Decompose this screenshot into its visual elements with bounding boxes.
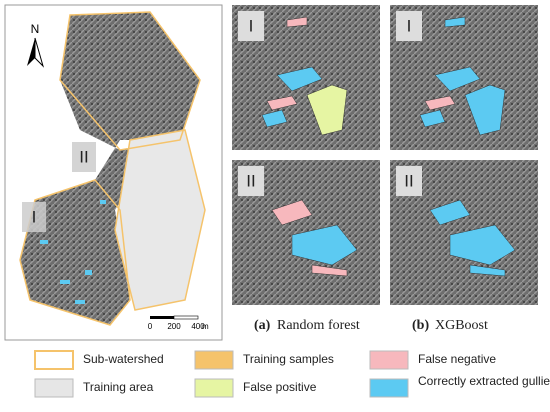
gully <box>449 224 516 266</box>
scale-tick-label: 400 <box>191 322 205 331</box>
legend-swatch <box>194 378 234 398</box>
gully <box>311 264 348 277</box>
gully <box>444 16 466 28</box>
panel-label-box <box>396 11 422 41</box>
panel-label: II <box>404 171 413 190</box>
scale-bar <box>173 315 199 320</box>
scale-tick-label: 0 <box>148 322 153 331</box>
north-arrow <box>27 38 35 66</box>
panel-label-box <box>238 11 264 41</box>
legend-label: Training samples <box>243 352 334 366</box>
terrain <box>20 12 200 325</box>
gully <box>419 109 446 128</box>
gullies <box>40 200 106 304</box>
gully <box>469 264 506 277</box>
legend-swatch <box>369 378 409 398</box>
caption-letter: (b) <box>412 318 429 333</box>
legend-label: Sub-watershed <box>83 352 164 366</box>
scale-tick-label: 200 <box>167 322 181 331</box>
panel-label-box <box>238 166 264 196</box>
legend-label: Correctly extracted gullies <box>418 374 550 388</box>
zoom-box <box>72 142 96 172</box>
zoom-box <box>22 202 46 232</box>
gully <box>261 109 288 128</box>
legend-swatch <box>194 350 234 370</box>
gully <box>464 84 506 136</box>
legend-swatch <box>369 350 409 370</box>
caption: Random forest <box>277 318 360 333</box>
zoom-label: II <box>79 147 88 166</box>
legend-label: Training area <box>83 380 154 394</box>
scale-bar <box>150 316 174 319</box>
gully <box>266 95 298 111</box>
gully <box>429 199 471 226</box>
scale-unit: m <box>202 322 209 331</box>
legend-swatch <box>34 378 74 398</box>
gully <box>276 66 323 92</box>
legend-swatch <box>34 350 74 370</box>
training-area <box>114 129 206 311</box>
gully <box>424 95 456 111</box>
caption-letter: (a) <box>254 318 271 333</box>
panel-label: II <box>246 171 255 190</box>
north-arrow <box>34 37 45 68</box>
legend-label: False positive <box>243 380 317 394</box>
legend-label: False negative <box>418 352 496 366</box>
panel-label: I <box>249 16 254 35</box>
caption: XGBoost <box>435 318 488 333</box>
gully <box>271 199 313 226</box>
gully <box>286 16 308 28</box>
panel-label-box <box>396 166 422 196</box>
gully <box>291 224 358 266</box>
gully <box>434 66 481 92</box>
zoom-label: I <box>32 207 37 226</box>
panel-label: I <box>407 16 412 35</box>
sub-watershed <box>19 11 201 326</box>
gully <box>306 84 348 136</box>
north-label: N <box>31 22 40 36</box>
